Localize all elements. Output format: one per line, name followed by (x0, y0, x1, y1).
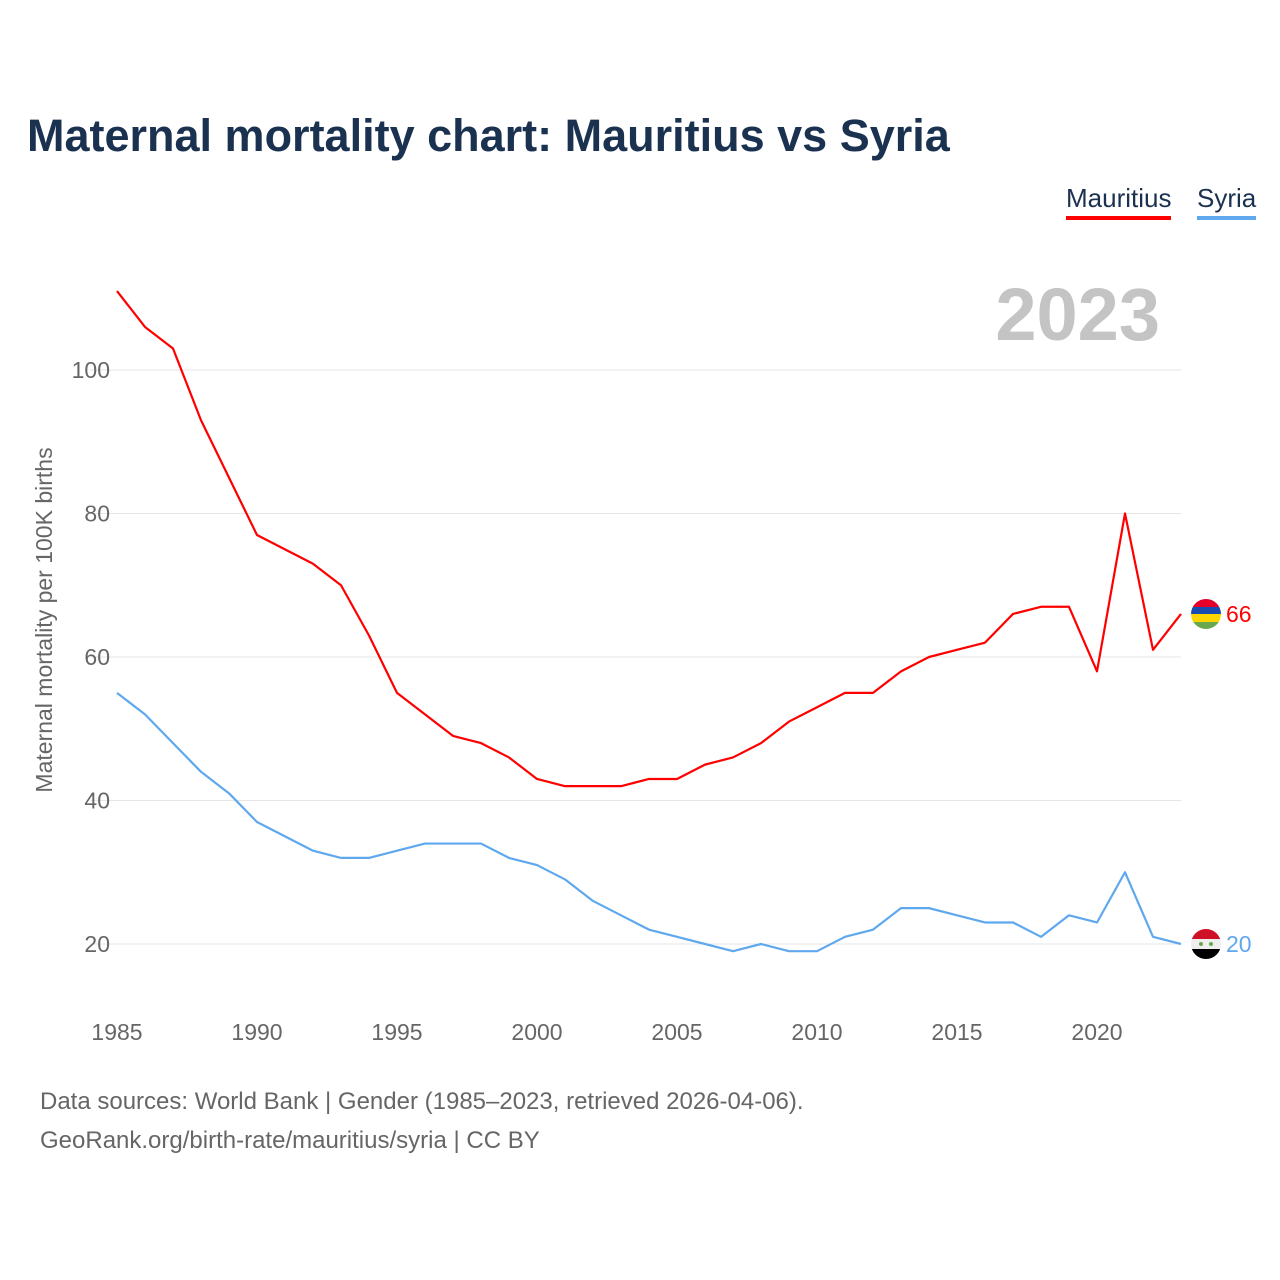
y-axis-label: Maternal mortality per 100K births (31, 447, 57, 792)
year-label: 2023 (995, 273, 1160, 356)
syria-end-label: 20 (1226, 931, 1252, 957)
x-tick-label: 2005 (651, 1019, 702, 1045)
x-tick-label: 2020 (1071, 1019, 1122, 1045)
series-line-syria (116, 692, 1182, 953)
y-tick-label: 40 (84, 788, 110, 814)
footer-sources: Data sources: World Bank | Gender (1985–… (40, 1088, 804, 1115)
legend-mauritius[interactable]: Mauritius (1066, 183, 1172, 220)
y-tick-label: 100 (72, 357, 110, 383)
chart-title: Maternal mortality chart: Mauritius vs S… (27, 110, 950, 161)
x-tick-label: 2010 (791, 1019, 842, 1045)
mauritius-flag-icon (1191, 599, 1221, 629)
x-tick-label: 2000 (511, 1019, 562, 1045)
y-tick-label: 20 (84, 931, 110, 957)
x-tick-label: 2015 (931, 1019, 982, 1045)
x-tick-label: 1985 (91, 1019, 142, 1045)
legend-syria[interactable]: Syria (1197, 183, 1257, 220)
y-tick-label: 80 (84, 501, 110, 527)
syria-flag-icon (1191, 929, 1221, 959)
x-tick-label: 1990 (231, 1019, 282, 1045)
y-tick-label: 60 (84, 644, 110, 670)
series-line-mauritius (116, 290, 1182, 788)
x-tick-label: 1995 (371, 1019, 422, 1045)
footer-link[interactable]: GeoRank.org/birth-rate/mauritius/syria |… (40, 1127, 540, 1154)
mauritius-end-label: 66 (1226, 601, 1252, 627)
